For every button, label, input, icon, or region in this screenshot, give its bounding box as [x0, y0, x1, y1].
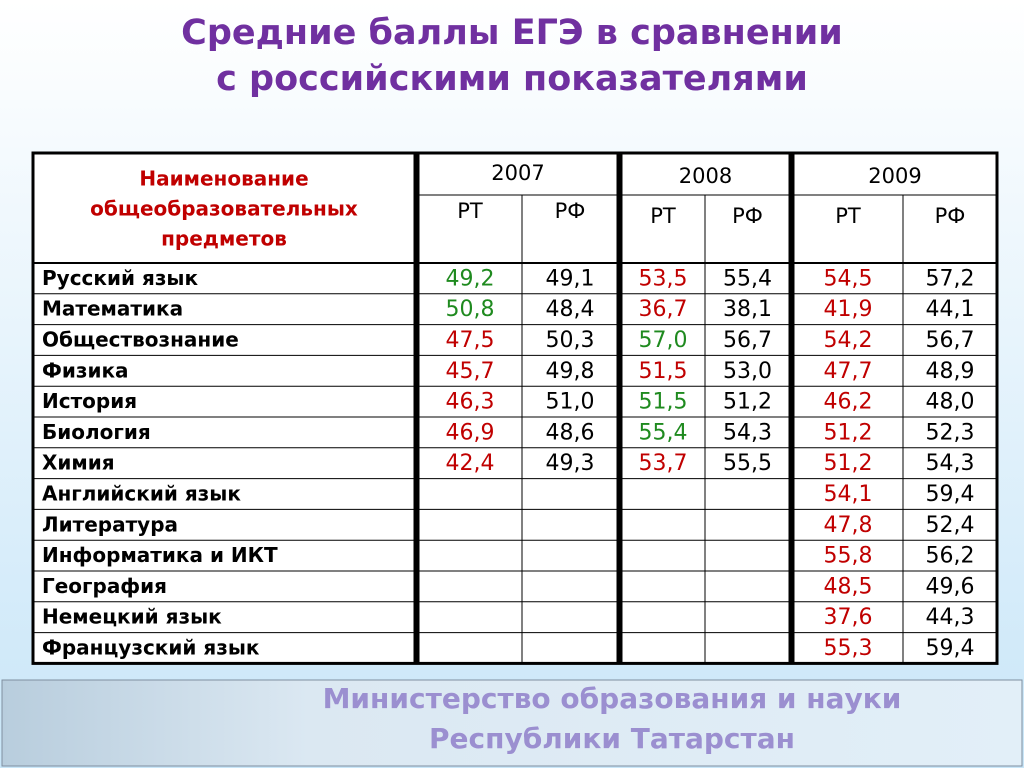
- table-cell: 55,3: [824, 636, 873, 661]
- subject-name: Литература: [42, 512, 178, 536]
- table-cell: 41,9: [824, 297, 873, 322]
- table-cell: 54,1: [824, 482, 873, 507]
- table-cell: 53,7: [639, 451, 688, 476]
- subject-header: предметов: [161, 227, 287, 251]
- table-cell: 56,7: [723, 328, 772, 353]
- table: Наименование общеобразовательных предметов…: [31, 151, 999, 665]
- table-cell: 51,0: [546, 390, 595, 415]
- footer-band: [1, 679, 1023, 767]
- table-cell: 54,2: [824, 328, 873, 353]
- subject-name: Физика: [42, 358, 129, 382]
- table-cell: 48,0: [926, 390, 975, 415]
- subject-name: История: [42, 389, 137, 413]
- table-cell: 52,4: [926, 513, 975, 538]
- subject-header: Наименование: [139, 167, 308, 191]
- table-cell: 49,8: [546, 359, 595, 384]
- table-cell: 50,3: [546, 328, 595, 353]
- subject-name: Математика: [42, 297, 183, 321]
- table-cell: 52,3: [926, 420, 975, 445]
- table-block: [416, 151, 620, 665]
- table-cell: 55,5: [723, 451, 772, 476]
- subject-name: Информатика и ИКТ: [42, 543, 278, 567]
- subject-name: Английский язык: [42, 482, 241, 506]
- table-cell: 44,1: [926, 297, 975, 322]
- subject-name: Немецкий язык: [42, 605, 222, 629]
- table-cell: 55,4: [723, 266, 772, 291]
- column-header: РТ: [457, 199, 483, 223]
- table-cell: 57,2: [926, 266, 975, 291]
- table-cell: 45,7: [446, 359, 495, 384]
- footer-line: Республики Татарстан: [429, 722, 795, 755]
- table-cell: 38,1: [723, 297, 772, 322]
- table-cell: 49,6: [926, 574, 975, 599]
- column-header: РФ: [935, 204, 966, 228]
- table-cell: 59,4: [926, 636, 975, 661]
- column-header: РФ: [732, 204, 763, 228]
- table-cell: 54,5: [824, 266, 873, 291]
- table-cell: 56,2: [926, 544, 975, 569]
- table-cell: 49,2: [446, 266, 495, 291]
- table-cell: 46,2: [824, 390, 873, 415]
- table-cell: 46,9: [446, 420, 495, 445]
- subject-name: Биология: [42, 420, 151, 444]
- table-cell: 50,8: [446, 297, 495, 322]
- table-cell: 56,7: [926, 328, 975, 353]
- table-cell: 42,4: [446, 451, 495, 476]
- table-cell: 54,3: [926, 451, 975, 476]
- table-cell: 54,3: [723, 420, 772, 445]
- table-cell: 47,5: [446, 328, 495, 353]
- table-cell: 44,3: [926, 605, 975, 630]
- subject-name: Русский язык: [42, 266, 199, 290]
- table-cell: 59,4: [926, 482, 975, 507]
- table-cell: 53,5: [639, 266, 688, 291]
- subject-header: общеобразовательных: [90, 197, 358, 221]
- table-cell: 48,5: [824, 574, 873, 599]
- table-cell: 46,3: [446, 390, 495, 415]
- year-header: 2007: [491, 161, 544, 185]
- column-header: РФ: [555, 199, 586, 223]
- table-cell: 51,5: [639, 359, 688, 384]
- year-header: 2008: [679, 164, 732, 188]
- table-cell: 48,4: [546, 297, 595, 322]
- table-cell: 55,8: [824, 544, 873, 569]
- table-cell: 53,0: [723, 359, 772, 384]
- table-cell: 36,7: [639, 297, 688, 322]
- table-cell: 51,2: [824, 451, 873, 476]
- year-header: 2009: [868, 164, 921, 188]
- table-cell: 47,7: [824, 359, 873, 384]
- title-line: Средние баллы ЕГЭ в сравнении: [181, 13, 843, 53]
- subject-name: Обществознание: [42, 328, 239, 352]
- table-block: [31, 151, 417, 665]
- subject-name: Французский язык: [42, 636, 260, 660]
- table-cell: 51,5: [639, 390, 688, 415]
- table-block: [791, 151, 999, 665]
- table-cell: 48,9: [926, 359, 975, 384]
- table-cell: 57,0: [639, 328, 688, 353]
- table-cell: 51,2: [824, 420, 873, 445]
- table-cell: 47,8: [824, 513, 873, 538]
- table-cell: 49,1: [546, 266, 595, 291]
- column-header: РТ: [650, 204, 676, 228]
- table-cell: 51,2: [723, 390, 772, 415]
- table-cell: 49,3: [546, 451, 595, 476]
- subject-name: Химия: [42, 451, 115, 475]
- table-cell: 48,6: [546, 420, 595, 445]
- table-cell: 55,4: [639, 420, 688, 445]
- title-line: с российскими показателями: [216, 59, 808, 99]
- table-cell: 37,6: [824, 605, 873, 630]
- column-header: РТ: [835, 204, 861, 228]
- subject-name: География: [42, 574, 167, 598]
- footer-line: Министерство образования и науки: [323, 682, 902, 715]
